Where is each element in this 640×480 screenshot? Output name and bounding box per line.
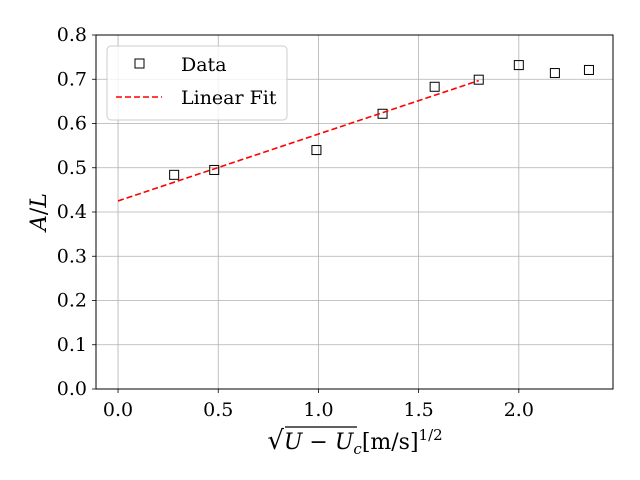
y-tick-label: 0.0 <box>57 378 87 400</box>
x-label-uc-sub: c <box>353 440 362 458</box>
legend-box <box>106 45 288 121</box>
y-tick-label: 0.4 <box>57 201 87 223</box>
x-label-unit-exponent: 1/2 <box>419 426 443 444</box>
y-label-denominator: L <box>27 193 52 209</box>
y-tick-label: 0.6 <box>57 113 87 135</box>
x-axis-label: √U − Uc[m/s]1/2 <box>267 426 442 458</box>
data-point <box>473 74 484 85</box>
data-point <box>429 81 440 92</box>
y-label-numerator: A <box>27 215 52 233</box>
x-label-u: U <box>284 430 304 455</box>
data-point <box>549 68 560 79</box>
legend-label-data: Data <box>181 54 227 76</box>
x-label-sqrt-sign: √ <box>267 426 284 456</box>
y-tick-label: 0.7 <box>57 68 87 90</box>
x-label-uc: U <box>335 430 355 455</box>
data-point <box>583 64 594 75</box>
linear-fit-line <box>117 79 479 202</box>
data-point <box>209 164 220 175</box>
legend-marker-data <box>134 58 145 69</box>
y-tick-label: 0.1 <box>57 334 87 356</box>
data-point <box>311 145 322 156</box>
x-label-unit: [m/s] <box>362 430 419 455</box>
plot-series <box>117 60 594 202</box>
x-tick-label: 1.5 <box>404 399 434 421</box>
y-tick-label: 0.3 <box>57 245 87 267</box>
x-tick-label: 2.0 <box>504 399 534 421</box>
axis-ticks: 0.0 0.5 1.0 1.5 2.0 0.0 0.1 0.2 0.3 0.4 0.5 0.6 0.7 0… <box>57 24 534 421</box>
y-tick-label: 0.8 <box>57 24 87 46</box>
legend: Data Linear Fit <box>106 45 288 121</box>
y-label-slash: / <box>27 207 52 215</box>
y-axis-label: A/L <box>27 193 52 233</box>
x-tick-label: 1.0 <box>303 399 333 421</box>
y-tick-label: 0.2 <box>57 290 87 312</box>
y-tick-label: 0.5 <box>57 157 87 179</box>
x-label-minus: − <box>302 430 334 455</box>
x-tick-label: 0.0 <box>103 399 133 421</box>
data-point <box>513 60 524 71</box>
legend-label-linear-fit: Linear Fit <box>181 87 277 109</box>
data-point <box>169 169 180 180</box>
x-tick-label: 0.5 <box>203 399 233 421</box>
